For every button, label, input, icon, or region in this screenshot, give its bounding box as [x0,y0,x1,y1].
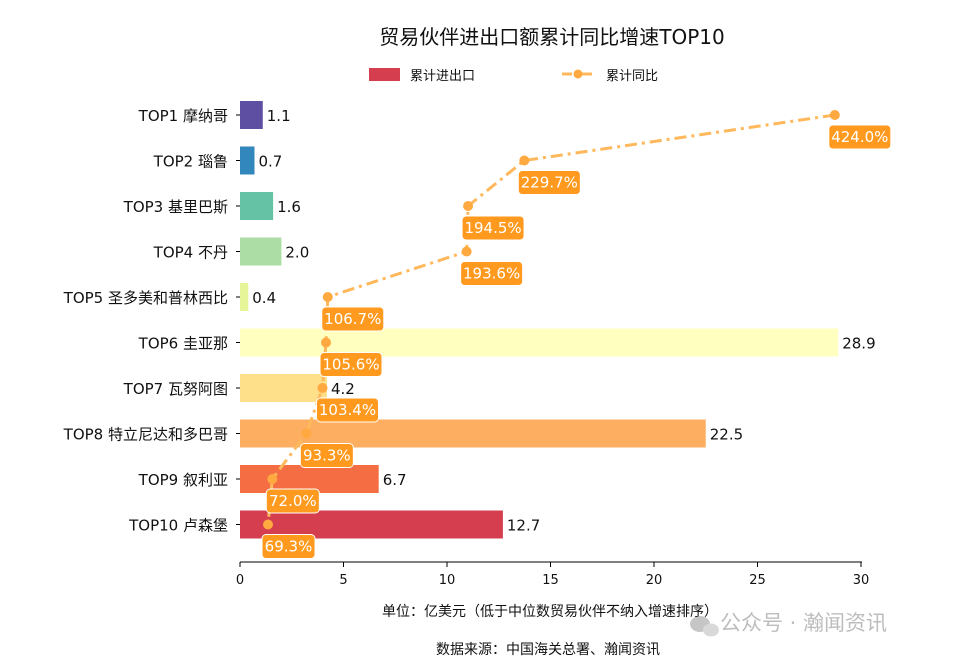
growth-point [267,474,278,484]
watermark-text: 公众号 · 瀚闻资讯 [720,611,887,635]
x-tick-label: 15 [542,573,559,588]
y-tick-label: TOP3 基里巴斯 [123,198,228,216]
bar-data-label: 0.7 [258,153,282,171]
growth-point [829,110,840,120]
growth-data-label: 194.5% [464,219,521,237]
bar-data-label: 4.2 [331,380,355,398]
growth-point [301,428,312,439]
bar-data-label: 6.7 [383,471,407,489]
legend-line-label: 累计同比 [606,69,658,84]
growth-data-label: 229.7% [521,174,578,192]
y-tick-label: TOP1 摩纳哥 [138,107,228,125]
bar-data-label: 28.9 [842,335,875,353]
growth-label-box [299,443,354,468]
x-tick-label: 30 [853,573,870,588]
growth-data-label: 69.3% [265,538,313,556]
bar [240,283,249,311]
bar [240,101,263,129]
bar-data-label: 0.4 [252,289,276,307]
y-tick-label: TOP2 瑙鲁 [153,153,228,171]
bar [240,510,503,539]
y-tick-label: TOP8 特立尼达和多巴哥 [63,426,228,444]
growth-point [321,337,332,348]
bar [240,192,274,220]
growth-point [317,383,328,393]
bar [240,465,379,493]
y-tick-label: TOP9 叙利亚 [138,471,228,489]
y-tick-label: TOP7 瓦努阿图 [123,380,228,398]
growth-point [263,519,273,530]
growth-data-label: 106.7% [324,310,381,328]
x-tick-label: 20 [646,573,663,588]
y-tick-label: TOP6 圭亚那 [138,335,228,353]
growth-point [322,292,333,302]
growth-label-box [828,124,892,150]
bar-data-label: 12.7 [507,517,540,535]
growth-label-box [321,306,385,332]
growth-label-box [261,534,316,559]
x-tick-label: 0 [236,573,244,588]
bar-data-label: 22.5 [710,426,743,444]
legend-bar-swatch [369,68,400,81]
bar [240,237,282,266]
growth-point [463,201,474,211]
growth-data-label: 103.4% [319,401,376,419]
watermark: 公众号 · 瀚闻资讯 [690,611,887,637]
bar-data-label: 1.1 [267,107,291,125]
y-tick-label: TOP10 卢森堡 [128,517,228,535]
growth-data-label: 93.3% [303,447,351,465]
growth-label-box [265,488,320,514]
y-tick-label: TOP4 不丹 [153,244,228,262]
growth-label-box [460,261,524,286]
y-tick-label: TOP5 圣多美和普林西比 [63,289,228,307]
legend-bar-label: 累计进出口 [410,69,475,84]
growth-label-box [315,397,379,423]
growth-point [519,155,530,166]
chart-title: 贸易伙伴进出口额累计同比增速TOP10 [379,25,724,49]
bar [240,146,255,175]
bar-data-label: 2.0 [285,244,309,262]
source-note: 数据来源：中国海关总署、瀚闻资讯 [436,642,660,658]
x-tick-label: 5 [339,573,347,588]
bar-data-label: 1.6 [277,198,301,216]
growth-data-label: 72.0% [269,492,317,510]
growth-label-box [319,352,383,377]
growth-data-label: 424.0% [831,128,888,146]
growth-label-box [461,215,525,241]
x-tick-label: 25 [749,573,766,588]
x-axis-label: 单位：亿美元（低于中位数贸易伙伴不纳入增速排序） [382,604,718,620]
growth-data-label: 105.6% [322,356,379,374]
legend-line-marker [573,69,583,79]
x-tick-label: 10 [439,573,456,588]
bar [240,328,839,357]
wechat-icon [690,616,719,637]
bar [240,419,706,448]
growth-point [461,246,472,257]
bar [240,374,327,402]
growth-data-label: 193.6% [463,265,520,283]
legend: 累计进出口 累计同比 [369,68,658,84]
growth-label-box [517,170,581,195]
